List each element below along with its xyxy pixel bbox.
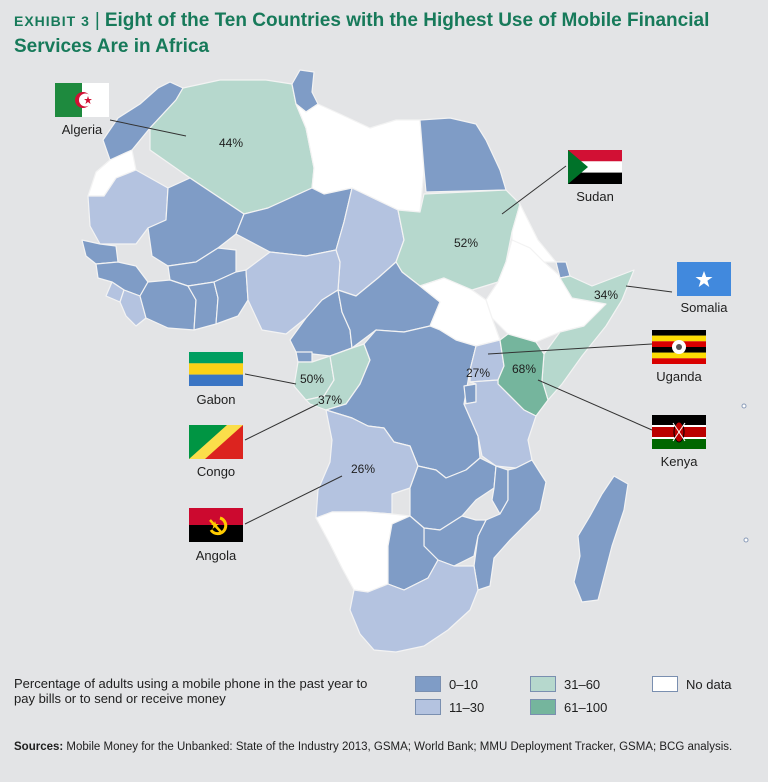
leader-kenya: [537, 379, 653, 431]
leader-somalia: [625, 285, 673, 293]
value-congo: 37%: [318, 393, 343, 407]
country-cote-divoire: [139, 279, 197, 331]
leader-lines: [109, 119, 673, 525]
country-south-africa: [349, 559, 479, 653]
value-uganda: 27%: [466, 366, 491, 380]
sources-note: Sources: Mobile Money for the Unbanked: …: [14, 740, 754, 755]
sources-text: Mobile Money for the Unbanked: State of …: [66, 741, 733, 753]
legend-swatch-0-10: [415, 676, 441, 692]
country-angola: [315, 409, 419, 519]
flag-angola: [189, 508, 243, 542]
flag-gabon: [189, 352, 243, 386]
legend-item-31-60: 31–60: [530, 676, 600, 692]
country-libya: [295, 103, 425, 213]
leader-uganda: [487, 343, 653, 355]
exhibit-title: EXHIBIT 3 | Eight of the Ten Countries wit…: [14, 8, 754, 59]
legend-description: Percentage of adults using a mobile phon…: [14, 676, 368, 706]
title-separator: |: [94, 10, 100, 31]
label-somalia: Somalia: [680, 300, 728, 315]
label-congo: Congo: [196, 464, 236, 479]
map-countries: [81, 69, 749, 653]
leader-gabon: [244, 373, 297, 385]
exhibit-number: EXHIBIT 3: [14, 13, 90, 29]
country-somalia: [541, 269, 635, 401]
legend-label-0-10: 0–10: [449, 676, 478, 692]
value-angola: 26%: [351, 462, 376, 476]
label-uganda: Uganda: [656, 369, 702, 384]
legend-swatch-61-100: [530, 699, 556, 715]
country-equatorial-guinea: [295, 351, 313, 363]
value-sudan: 52%: [454, 236, 479, 250]
legend-label-31-60: 31–60: [564, 676, 601, 692]
legend-item-no-data: No data: [652, 676, 732, 692]
sources-label: Sources:: [14, 741, 64, 753]
label-gabon: Gabon: [196, 392, 236, 407]
country-madagascar: [573, 475, 629, 603]
legend-label-11-30: 11–30: [449, 699, 485, 715]
leader-algeria: [109, 119, 187, 137]
label-sudan: Sudan: [576, 189, 614, 204]
leader-angola: [244, 475, 343, 525]
flag-sudan: [568, 150, 622, 184]
island-mauritius: [741, 403, 747, 409]
country-kenya: [497, 333, 549, 417]
label-kenya: Kenya: [660, 454, 698, 469]
value-somalia: 34%: [594, 288, 619, 302]
legend-item-11-30: 11–30: [415, 699, 484, 715]
country-rwanda-burundi: [463, 383, 477, 405]
country-egypt: [419, 117, 507, 193]
legend-label-no-data: No data: [686, 676, 732, 692]
leader-congo: [244, 403, 319, 441]
label-algeria: Algeria: [61, 122, 103, 137]
legend-label-61-100: 61–100: [564, 699, 608, 715]
title-text: Eight of the Ten Countries with the High…: [14, 10, 710, 57]
country-togo-benin: [213, 269, 249, 325]
label-angola: Angola: [195, 548, 237, 563]
flag-algeria: [55, 83, 109, 117]
legend-swatch-31-60: [530, 676, 556, 692]
leader-sudan: [501, 165, 567, 215]
value-algeria: 44%: [219, 136, 244, 150]
flag-somalia: [677, 262, 731, 296]
value-kenya: 68%: [512, 362, 537, 376]
legend-item-61-100: 61–100: [530, 699, 607, 715]
flag-uganda: [652, 330, 706, 364]
island-comoros: [743, 537, 749, 543]
legend-item-0-10: 0–10: [415, 676, 478, 692]
flag-kenya: [652, 415, 706, 449]
value-gabon: 50%: [300, 372, 325, 386]
legend-swatch-11-30: [415, 699, 441, 715]
legend-swatch-no-data: [652, 676, 678, 692]
flag-congo: [189, 425, 243, 459]
